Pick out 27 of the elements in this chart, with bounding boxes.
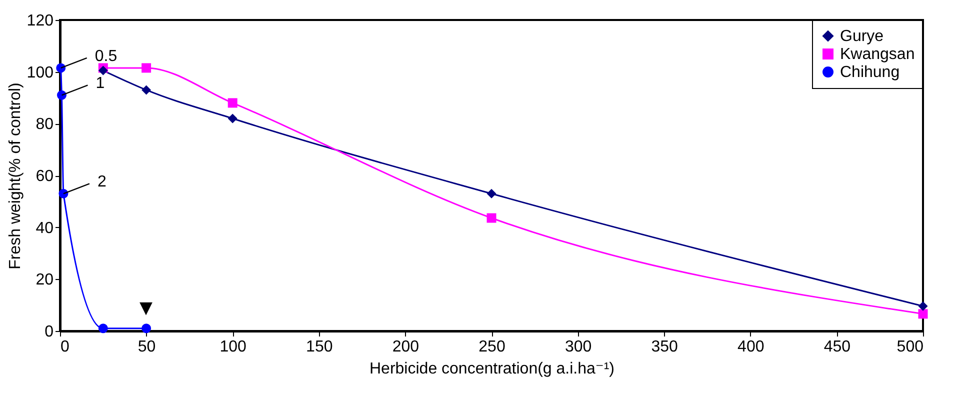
x-tick-label: 150 <box>306 338 333 356</box>
x-tick-label: 100 <box>220 338 247 356</box>
annotation: ▼ <box>135 295 157 320</box>
x-tick-label: 200 <box>392 338 420 356</box>
y-tick-label: 100 <box>26 64 54 82</box>
x-tick-label: 250 <box>478 338 506 356</box>
x-tick-label: 500 <box>896 338 924 356</box>
annotation: 1 <box>96 75 105 92</box>
x-axis-title: Herbicide concentration(g a.i.ha⁻¹) <box>369 360 615 378</box>
y-tick-label: 20 <box>36 272 54 289</box>
x-tick-label: 300 <box>564 338 592 356</box>
annotation: 2 <box>97 174 106 191</box>
x-tick-label: 50 <box>138 338 156 356</box>
annotation: 0.5 <box>94 48 118 65</box>
x-tick-label: 350 <box>651 338 678 356</box>
x-tick-label: 0 <box>60 338 70 356</box>
y-axis-title: Fresh weight(% of control) <box>6 82 24 270</box>
legend-label: Gurye <box>840 28 884 45</box>
legend-label: Kwangsan <box>840 46 915 63</box>
y-tick-label: 40 <box>36 220 54 237</box>
y-tick-label: 0 <box>44 324 54 340</box>
x-tick-label: 400 <box>738 338 764 356</box>
y-tick-label: 80 <box>36 116 54 134</box>
x-tick-label: 450 <box>824 338 851 356</box>
y-tick-label: 60 <box>36 168 54 185</box>
legend-label: Chihung <box>840 64 900 81</box>
y-tick-label: 120 <box>26 12 54 30</box>
